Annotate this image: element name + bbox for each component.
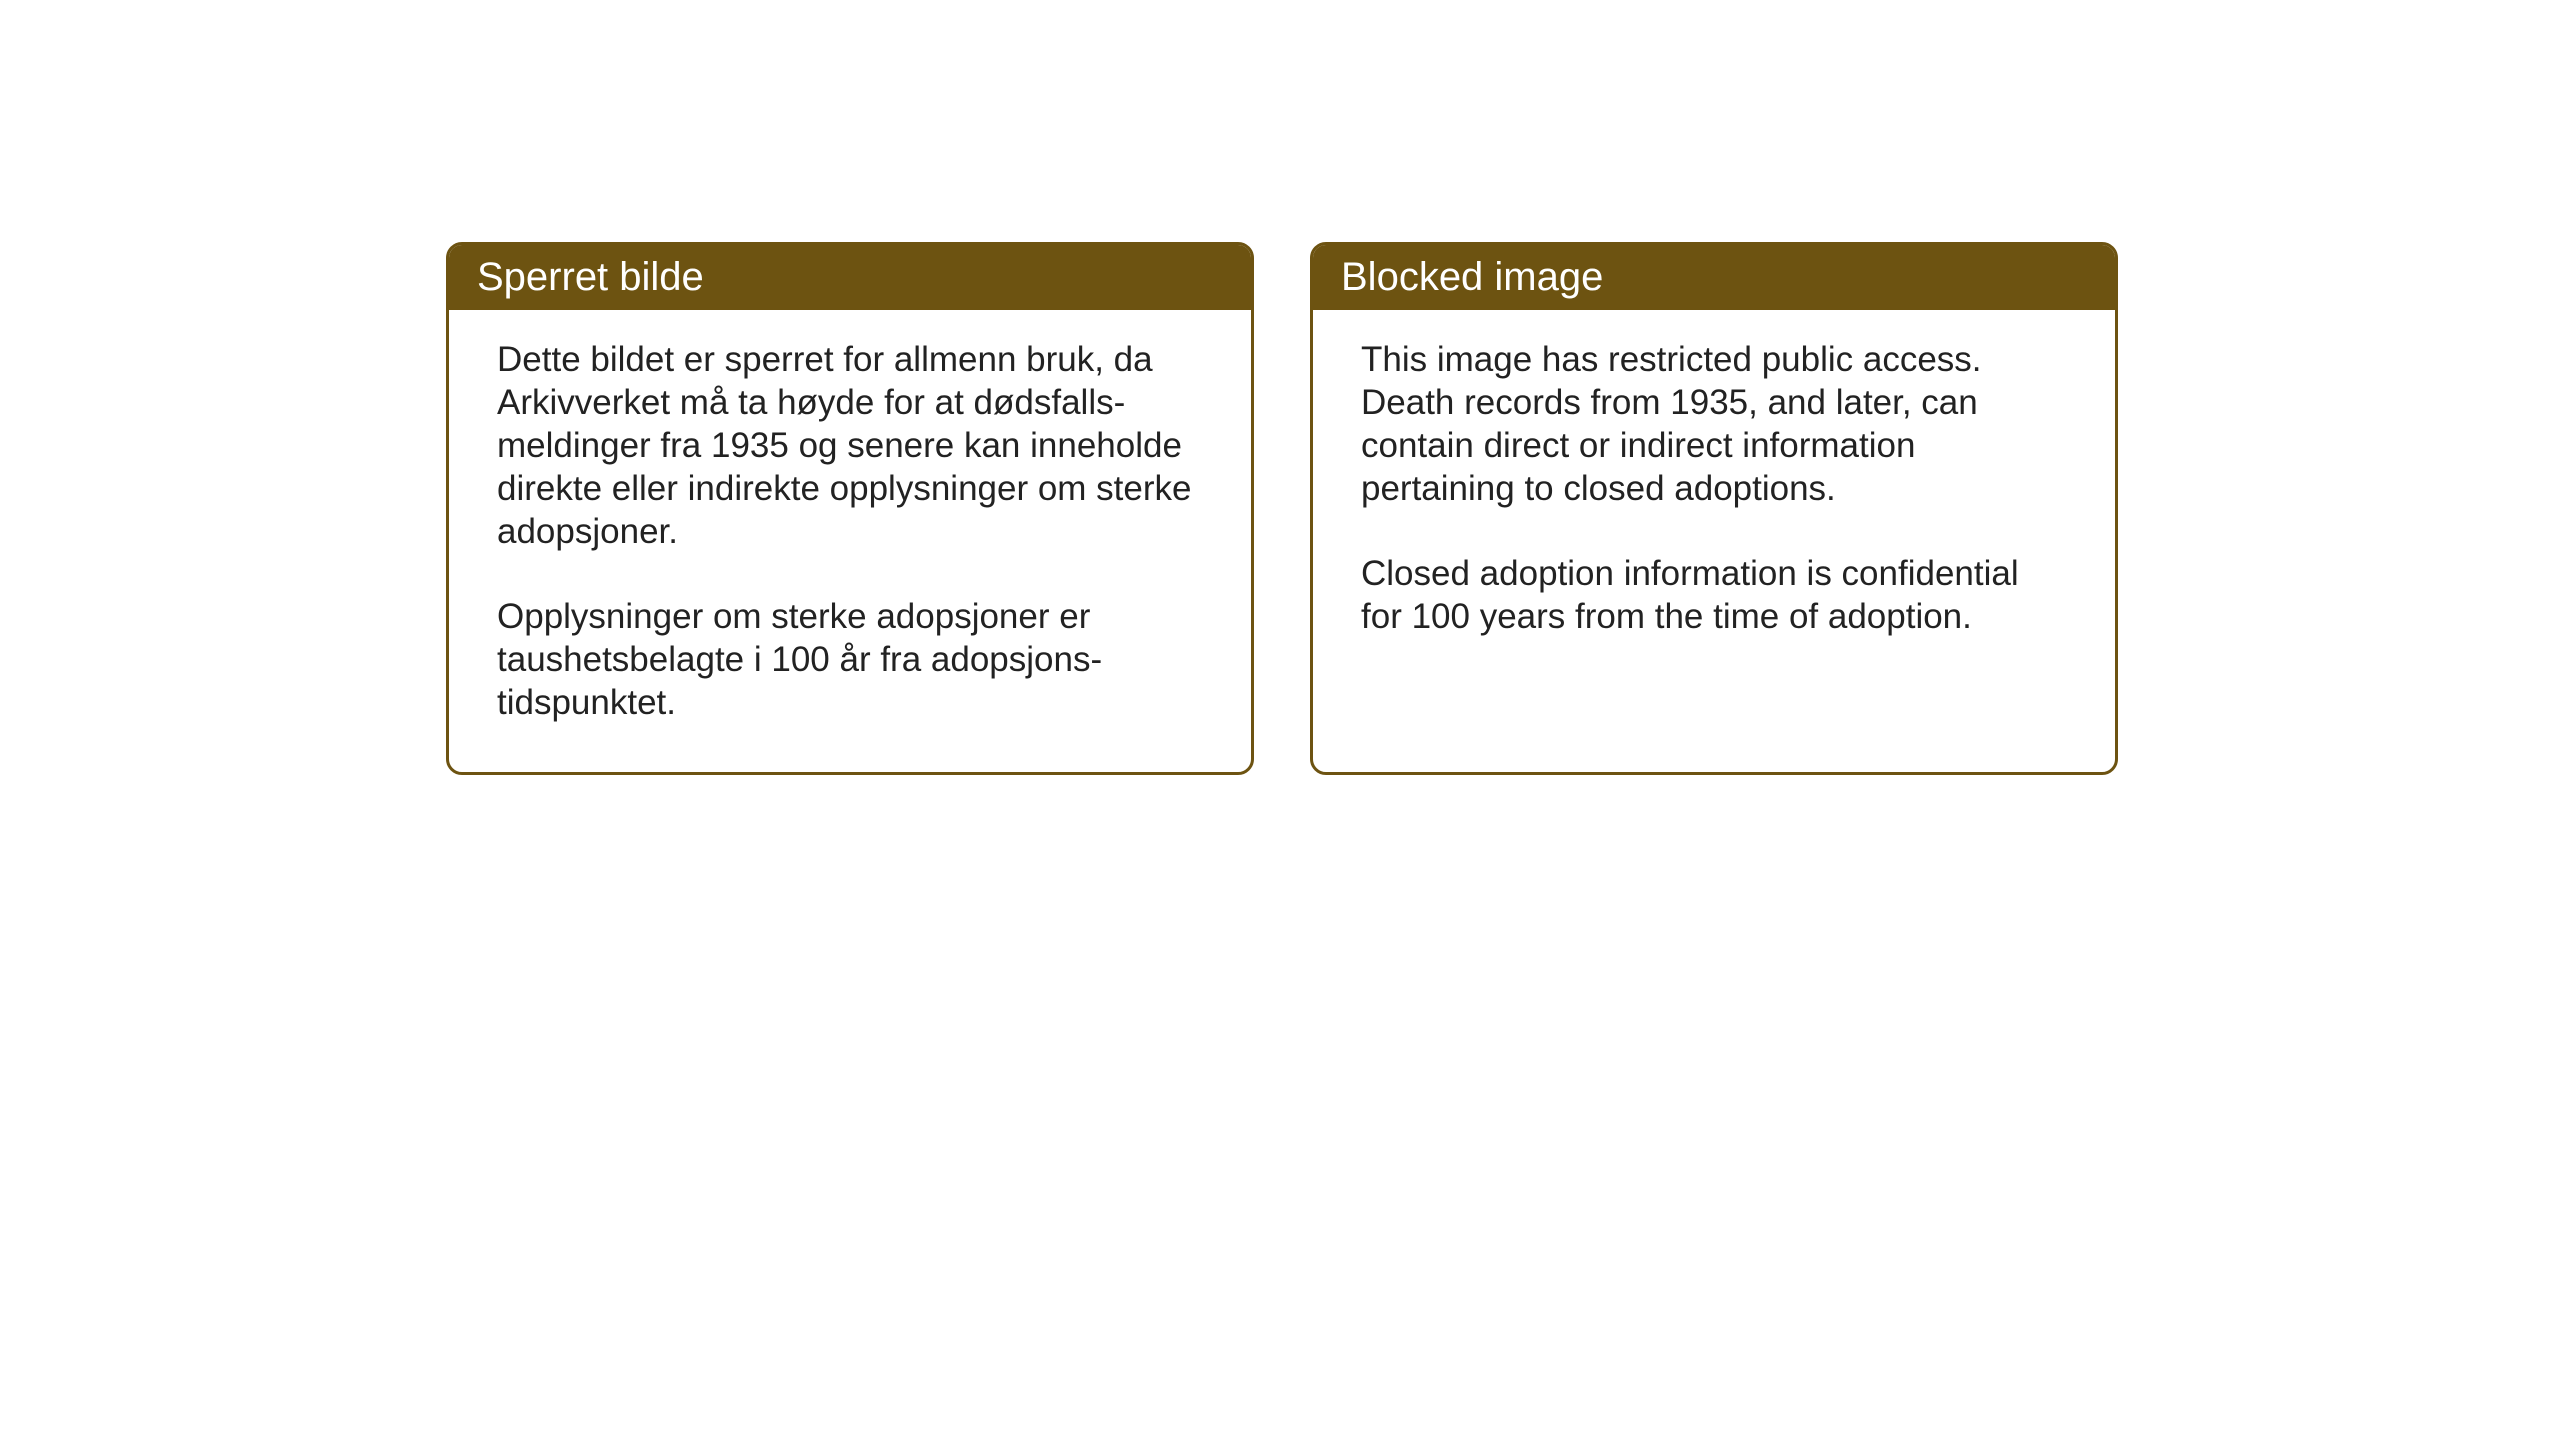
english-card-body: This image has restricted public access.…: [1313, 310, 2115, 686]
norwegian-notice-card: Sperret bilde Dette bildet er sperret fo…: [446, 242, 1254, 775]
norwegian-paragraph-1: Dette bildet er sperret for allmenn bruk…: [497, 338, 1203, 553]
norwegian-paragraph-2: Opplysninger om sterke adopsjoner er tau…: [497, 595, 1203, 724]
english-paragraph-1: This image has restricted public access.…: [1361, 338, 2067, 510]
norwegian-card-title: Sperret bilde: [449, 245, 1251, 310]
notice-container: Sperret bilde Dette bildet er sperret fo…: [446, 242, 2118, 775]
norwegian-card-body: Dette bildet er sperret for allmenn bruk…: [449, 310, 1251, 772]
english-card-title: Blocked image: [1313, 245, 2115, 310]
english-notice-card: Blocked image This image has restricted …: [1310, 242, 2118, 775]
english-paragraph-2: Closed adoption information is confident…: [1361, 552, 2067, 638]
